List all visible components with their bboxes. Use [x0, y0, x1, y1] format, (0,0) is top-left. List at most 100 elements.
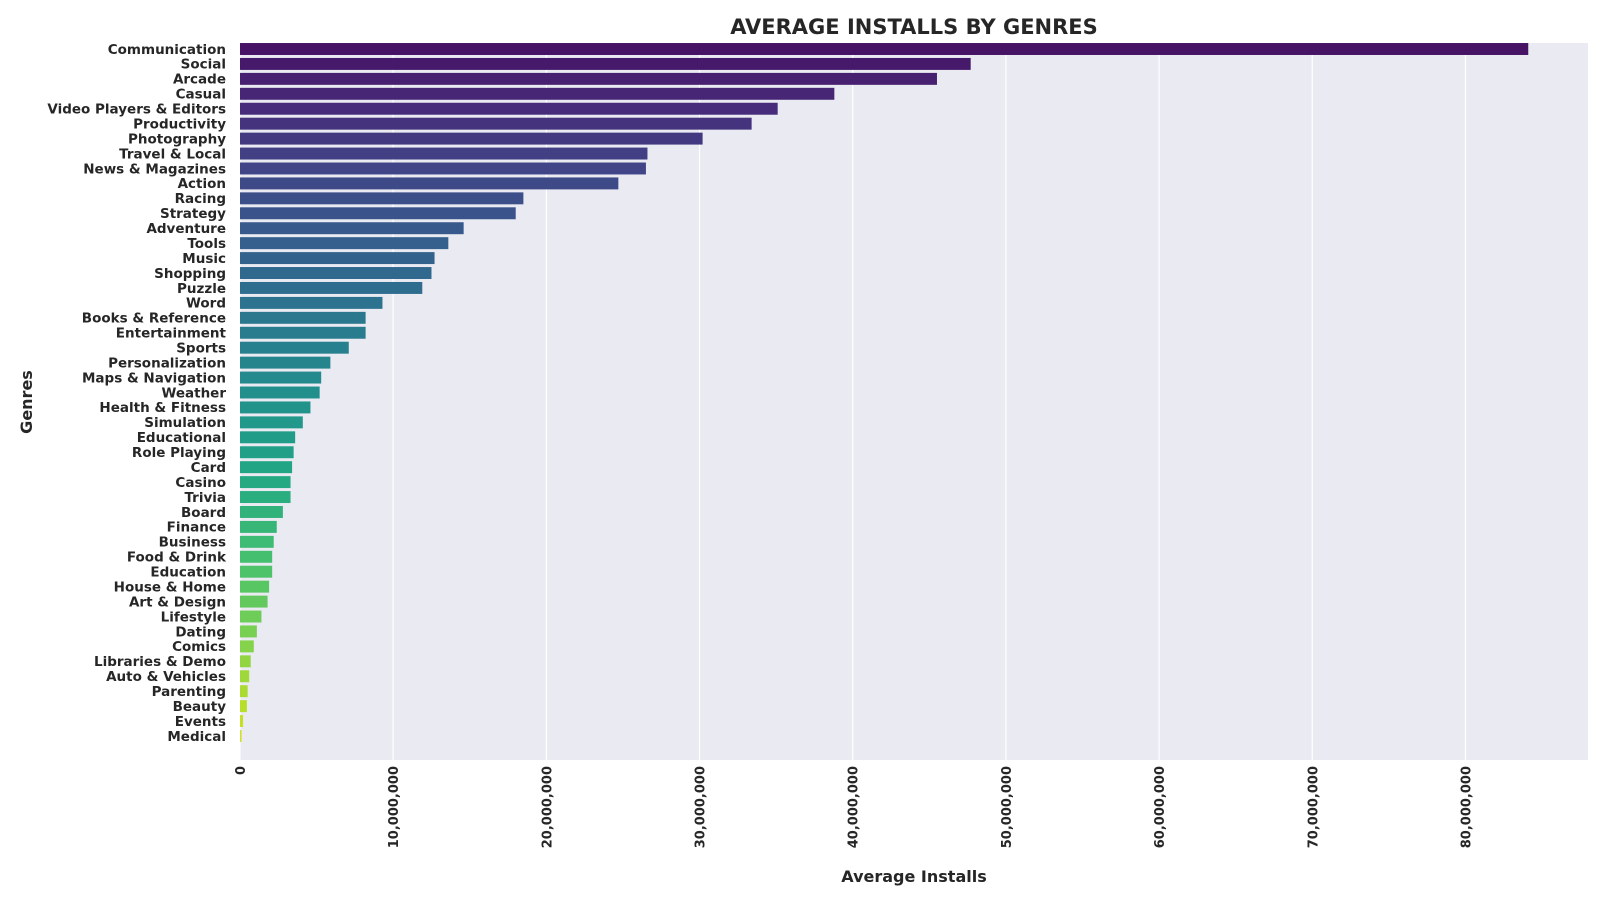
bar: [240, 520, 277, 533]
category-label: Communication: [108, 42, 226, 58]
category-label: Beauty: [173, 699, 227, 715]
x-tick-label: 40,000,000: [847, 766, 862, 848]
bar: [240, 102, 778, 115]
x-axis-label: Average Installs: [841, 867, 986, 886]
category-label: Word: [186, 296, 226, 312]
bar: [240, 192, 524, 205]
bar: [240, 446, 294, 459]
bar: [240, 371, 322, 384]
x-tick-label: 80,000,000: [1459, 766, 1474, 848]
bar: [240, 147, 648, 160]
x-tick-label: 30,000,000: [694, 766, 709, 848]
bar: [240, 685, 248, 698]
category-label: Lifestyle: [161, 609, 226, 625]
bar: [240, 311, 366, 324]
category-label: Simulation: [144, 415, 226, 431]
category-label: Video Players & Editors: [47, 102, 226, 118]
bars: [240, 43, 1529, 742]
category-label: Art & Design: [129, 594, 226, 610]
category-label: Personalization: [108, 355, 226, 371]
bar: [240, 177, 619, 190]
category-label: Photography: [128, 131, 226, 147]
bar: [240, 625, 257, 638]
bar: [240, 386, 320, 399]
bar: [240, 535, 274, 548]
bar: [240, 326, 366, 339]
bar: [240, 162, 646, 175]
category-label: Medical: [167, 729, 226, 745]
category-label: Shopping: [154, 266, 226, 282]
category-label: Maps & Navigation: [82, 370, 226, 386]
category-label: Comics: [172, 639, 226, 655]
bar: [240, 565, 273, 578]
category-label: Strategy: [160, 206, 226, 222]
category-label: Puzzle: [177, 281, 226, 297]
bar: [240, 132, 703, 145]
bar: [240, 281, 423, 294]
category-label: Board: [181, 505, 226, 521]
category-label: Role Playing: [132, 445, 226, 461]
category-label: Music: [182, 251, 226, 267]
category-label: Auto & Vehicles: [106, 669, 226, 685]
bar: [240, 87, 835, 100]
category-label: Trivia: [184, 490, 226, 506]
category-label: Sports: [176, 340, 226, 356]
x-tick-label: 0: [234, 766, 249, 775]
category-label: Health & Fitness: [99, 400, 226, 416]
category-label: Casino: [175, 475, 226, 491]
category-label: Business: [159, 535, 226, 551]
bar: [240, 461, 293, 474]
category-label: Weather: [161, 385, 226, 401]
category-label: Casual: [176, 87, 226, 103]
bar: [240, 117, 752, 130]
x-tick-label: 20,000,000: [540, 766, 555, 848]
bar: [240, 595, 268, 608]
bar: [240, 640, 254, 653]
category-label: News & Magazines: [83, 161, 226, 177]
bar: [240, 252, 435, 265]
category-label: Social: [181, 57, 226, 73]
category-label: Events: [175, 714, 226, 730]
bar: [240, 506, 283, 518]
category-label: Card: [191, 460, 226, 476]
bar: [240, 72, 937, 85]
bar: [240, 416, 303, 429]
category-label: House & Home: [114, 579, 226, 595]
x-tick-label: 60,000,000: [1153, 766, 1168, 848]
category-label: Finance: [167, 520, 226, 536]
gridlines: [239, 43, 1467, 760]
bar: [240, 356, 331, 369]
x-tick-labels: 0 10,000,000 20,000,000 30,000,000 40,000,00…: [234, 766, 1474, 848]
category-label: Libraries & Demo: [94, 654, 226, 670]
category-label: Adventure: [146, 221, 226, 237]
bar: [240, 476, 291, 489]
bar: [240, 580, 270, 593]
bar: [240, 401, 311, 414]
bar: [240, 670, 250, 683]
category-label: Food & Drink: [127, 550, 227, 566]
bar: [240, 491, 291, 504]
bar: [240, 341, 349, 354]
bar: [240, 610, 262, 623]
bar: [240, 700, 247, 713]
category-label: Action: [178, 176, 226, 192]
bar: [240, 296, 383, 309]
category-label: Dating: [175, 624, 226, 640]
category-label: Travel & Local: [119, 146, 226, 162]
x-tick-label: 10,000,000: [387, 766, 402, 848]
bar: [240, 550, 273, 563]
category-label: Arcade: [173, 72, 226, 88]
x-tick-label: 70,000,000: [1306, 766, 1321, 848]
category-label: Education: [150, 565, 226, 581]
bar: [240, 655, 251, 668]
x-tick-label: 50,000,000: [1000, 766, 1015, 848]
category-label: Tools: [187, 236, 226, 252]
bar: [240, 431, 296, 444]
category-label: Educational: [137, 430, 226, 446]
bar: [240, 57, 971, 70]
bar: [240, 43, 1529, 55]
y-axis-label: Genres: [17, 370, 36, 434]
bar: [240, 207, 516, 220]
